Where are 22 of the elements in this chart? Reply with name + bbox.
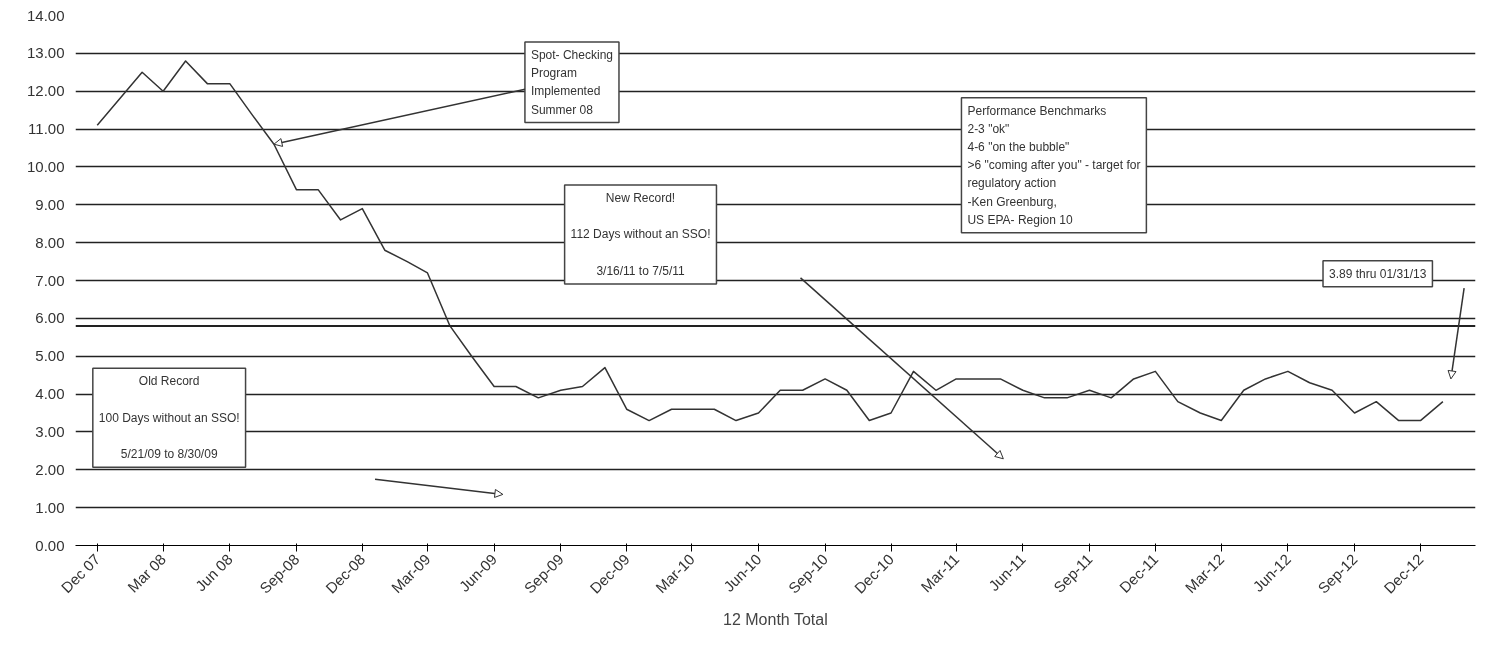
y-tick-label: 14.00 bbox=[26, 6, 65, 24]
y-tick-label: 2.00 bbox=[35, 460, 65, 478]
x-axis-title: 12 Month Total bbox=[723, 610, 828, 628]
x-tick-label: Jun 08 bbox=[191, 550, 236, 595]
annotation: Spot- Checking Program Implemented Summer 08 bbox=[530, 48, 613, 117]
text: Old Record 100 Days without an SSO! 5/21/09 to 8/30/09 bbox=[98, 374, 240, 462]
y-tick-label: 4.00 bbox=[35, 385, 65, 403]
y-tick-label: 9.00 bbox=[35, 195, 65, 213]
annotation: Performance Benchmarks 2-3 "ok" 4-6 "on the bubble" >6 "coming after you" - target for regulatory action -Ken Greenburg, US EPA- Region 10 bbox=[967, 103, 1141, 227]
annotation: 3.89 thru 01/31/13 bbox=[1329, 266, 1427, 281]
y-tick-label: 1.00 bbox=[35, 498, 65, 516]
y-tick-label: 7.00 bbox=[35, 271, 65, 289]
y-tick-label: 13.00 bbox=[26, 44, 65, 62]
y-tick-label: 6.00 bbox=[35, 309, 65, 327]
y-tick-label: 11.00 bbox=[28, 120, 65, 138]
y-tick-label: 8.00 bbox=[35, 233, 65, 251]
y-tick-label: 12.00 bbox=[26, 82, 65, 100]
x-tick-label: Mar 08 bbox=[124, 550, 170, 596]
y-tick-label: 3.00 bbox=[35, 422, 65, 440]
y-tick-label: 5.00 bbox=[35, 347, 65, 365]
text: New Record! 112 Days without an SSO! 3/16/11 to 7/5/11 bbox=[570, 191, 711, 278]
y-tick-label: 10.00 bbox=[26, 157, 65, 175]
